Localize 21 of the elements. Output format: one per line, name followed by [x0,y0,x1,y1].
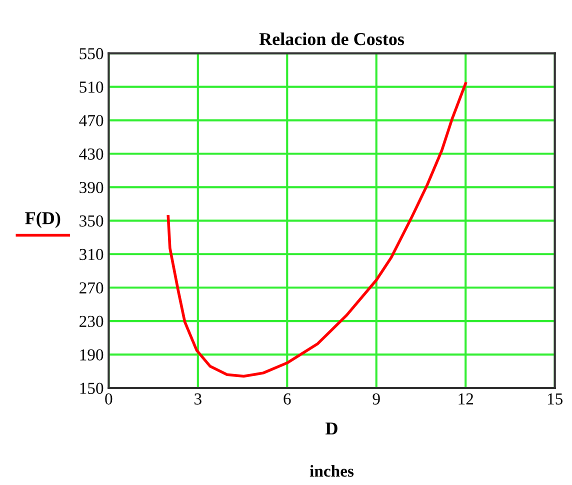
y-tick-label: 430 [79,148,104,160]
y-tick-label: 310 [80,248,104,260]
y-tick-label: 550 [80,48,104,60]
x-tick-label: 15 [548,393,563,405]
y-tick-label: 390 [80,182,104,194]
chart-title: Relacion de Costos [259,32,404,46]
x-tick-label: 3 [194,393,202,405]
y-tick-label: 190 [80,349,104,360]
x-tick-label: 12 [458,393,474,404]
x-tick-label: 6 [284,393,291,405]
x-axis-title: D [326,422,338,434]
y-tick-label: 510 [80,82,104,93]
x-tick-label: 0 [105,393,112,405]
y-tick-label: 150 [80,382,104,394]
y-tick-label: 350 [80,215,104,227]
text: inches [310,465,354,477]
y-tick-label: 270 [80,282,104,294]
y-tick-label: 230 [80,316,104,328]
x-tick-label: 9 [372,393,380,405]
y-tick-label: 470 [79,114,104,126]
text: F(D) [25,212,60,228]
